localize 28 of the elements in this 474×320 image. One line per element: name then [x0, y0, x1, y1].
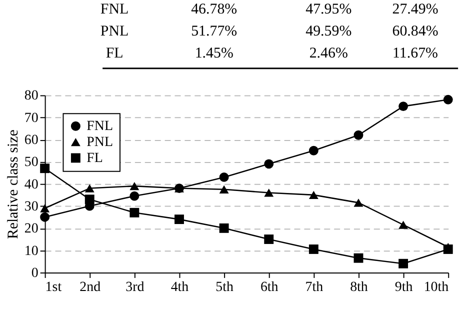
y-tick-label: 40 — [24, 177, 38, 192]
point — [40, 164, 50, 174]
y-tick-label: 80 — [24, 88, 38, 104]
text: FNL 46.78% 47.95% 27.49% — [100, 2, 438, 18]
x-tick-label: 5th — [216, 280, 234, 295]
x-tick-label: 3rd — [126, 280, 144, 295]
y-tick-label: 10 — [24, 244, 38, 259]
legend-label: FL — [86, 150, 103, 166]
x-tick-label: 7th — [305, 280, 324, 295]
legend-label: PNL — [86, 135, 113, 150]
y-tick-label: 0 — [31, 266, 38, 281]
x-tick-label: 4th — [170, 280, 189, 295]
legend-label: FNL — [86, 119, 113, 134]
y-tick-label: 50 — [24, 155, 38, 170]
y-tick-label: 20 — [24, 222, 38, 237]
y-tick-label: 70 — [24, 110, 38, 126]
point — [40, 204, 50, 212]
text: PNL 51.77% 49.59% 60.84% — [100, 23, 438, 40]
x-tick-label: 6th — [260, 280, 278, 295]
x-tick-label: 9th — [394, 280, 413, 295]
x-tick-label: 1st — [45, 280, 62, 295]
y-tick-label: 30 — [24, 199, 38, 214]
x-tick-label: 8th — [350, 280, 368, 295]
x-tick-label: 2nd — [80, 280, 101, 295]
y-tick-label: 60 — [24, 133, 38, 148]
y-axis-title: Relative class size — [5, 129, 22, 240]
text: FL 1.45% 2.46% 11.67% — [106, 45, 438, 62]
x-tick-label: 10th — [424, 280, 449, 295]
